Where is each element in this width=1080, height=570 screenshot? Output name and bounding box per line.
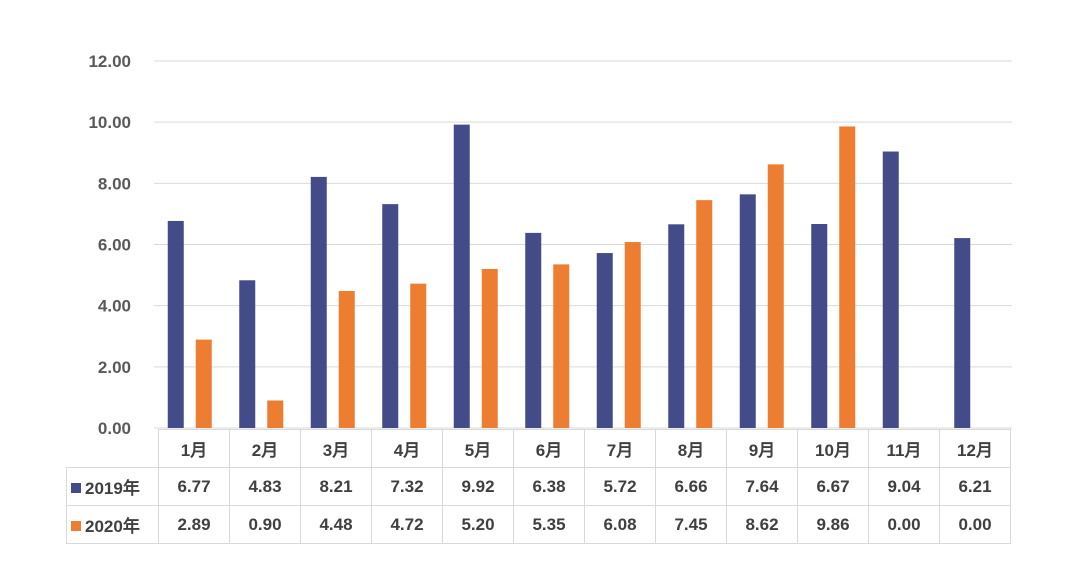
- data-label: 6.67: [797, 467, 869, 506]
- category-label: 5月: [442, 429, 514, 468]
- data-table: 1月 2月 3月 4月 5月 6月 7月 8月 9月 10月 11月 12月 2019年 6.77 4.…: [66, 429, 1011, 544]
- category-row: 1月 2月 3月 4月 5月 6月 7月 8月 9月 10月 11月 12月: [66, 429, 1011, 468]
- bar-2019: [382, 204, 399, 428]
- data-label: 5.20: [442, 505, 514, 544]
- data-label: 6.08: [584, 505, 656, 544]
- bar-2019: [167, 220, 184, 428]
- data-label: 9.92: [442, 467, 514, 506]
- category-label: 8月: [655, 429, 727, 468]
- data-label: 4.72: [371, 505, 443, 544]
- data-label: 4.48: [300, 505, 372, 544]
- bar-2019: [310, 176, 327, 428]
- bar-2020: [481, 268, 498, 428]
- series-row-2020: 2020年 2.89 0.90 4.48 4.72 5.20 5.35 6.08 7.45 8.…: [66, 505, 1011, 544]
- bar-2020: [195, 339, 212, 428]
- y-tick-label: 2.00: [98, 358, 131, 377]
- data-label: 9.04: [868, 467, 940, 506]
- category-label: 6月: [513, 429, 585, 468]
- legend-swatch-2019: [71, 483, 81, 493]
- bar-2020: [696, 200, 713, 428]
- y-tick-label: 8.00: [98, 174, 131, 193]
- data-label: 9.86: [797, 505, 869, 544]
- series-row-2019: 2019年 6.77 4.83 8.21 7.32 9.92 6.38 5.72 6.66 7.…: [66, 467, 1011, 506]
- category-label: 2月: [229, 429, 301, 468]
- category-label: 10月: [797, 429, 869, 468]
- bar-2020: [767, 164, 784, 428]
- category-label: 11月: [868, 429, 940, 468]
- chart-area: 0.00 2.00 4.00 6.00 8.00 10.00 12.00: [88, 52, 1012, 438]
- data-label: 5.72: [584, 467, 656, 506]
- y-tick-label: 10.00: [88, 113, 131, 132]
- bar-2020: [267, 400, 284, 428]
- data-label: 7.32: [371, 467, 443, 506]
- data-label: 2.89: [158, 505, 230, 544]
- data-label: 6.66: [655, 467, 727, 506]
- bar-2019: [882, 151, 899, 428]
- data-label: 0.00: [939, 505, 1011, 544]
- bar-2019: [668, 224, 685, 428]
- category-label: 9月: [726, 429, 798, 468]
- data-label: 8.62: [726, 505, 798, 544]
- bar-2019: [453, 124, 470, 428]
- legend-entry-2020: 2020年: [66, 505, 159, 544]
- bar-2020: [553, 264, 570, 428]
- bar-2020: [624, 242, 641, 428]
- data-label: 8.21: [300, 467, 372, 506]
- bar-2019: [739, 194, 756, 428]
- bar-2019: [954, 238, 971, 428]
- y-tick-label: 4.00: [98, 297, 131, 316]
- legend-entry-2019: 2019年: [66, 467, 159, 506]
- data-label: 7.45: [655, 505, 727, 544]
- legend-swatch-2020: [71, 521, 81, 531]
- bar-2019: [239, 280, 256, 428]
- category-label: 7月: [584, 429, 656, 468]
- data-label: 6.21: [939, 467, 1011, 506]
- table-corner: [66, 429, 159, 468]
- legend-label-2020: 2020年: [85, 517, 140, 536]
- bar-2020: [839, 126, 856, 428]
- category-label: 3月: [300, 429, 372, 468]
- bar-2020: [338, 290, 355, 428]
- data-label: 6.77: [158, 467, 230, 506]
- bar-2019: [596, 253, 613, 428]
- category-label: 1月: [158, 429, 230, 468]
- category-label: 4月: [371, 429, 443, 468]
- data-label: 0.00: [868, 505, 940, 544]
- legend-label-2019: 2019年: [85, 479, 140, 498]
- bar-2019: [525, 232, 542, 428]
- data-label: 6.38: [513, 467, 585, 506]
- bar-2020: [410, 283, 427, 428]
- bar-2019: [811, 224, 828, 428]
- category-label: 12月: [939, 429, 1011, 468]
- y-tick-label: 6.00: [98, 236, 131, 255]
- data-label: 7.64: [726, 467, 798, 506]
- y-tick-label: 12.00: [88, 52, 131, 71]
- data-label: 0.90: [229, 505, 301, 544]
- data-label: 5.35: [513, 505, 585, 544]
- data-label: 4.83: [229, 467, 301, 506]
